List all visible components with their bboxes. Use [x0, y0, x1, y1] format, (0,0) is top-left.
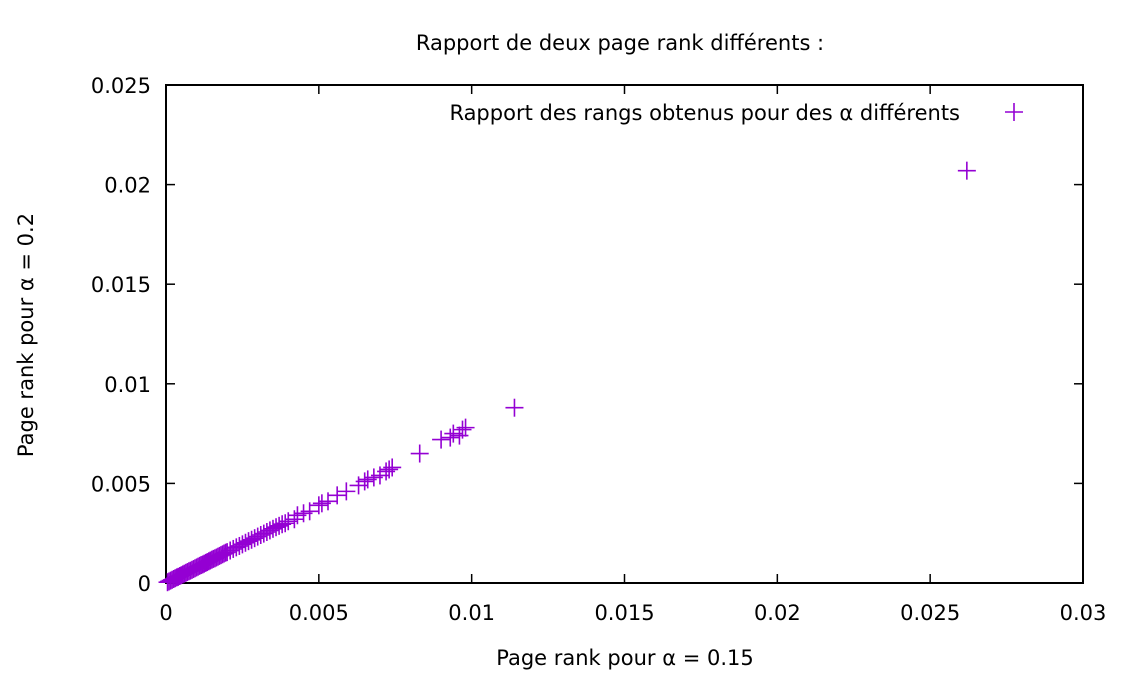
x-tick-label: 0.015 — [594, 601, 654, 625]
y-tick-label: 0.015 — [91, 273, 151, 297]
data-point — [410, 444, 429, 463]
y-tick-label: 0.02 — [104, 174, 151, 198]
legend: Rapport des rangs obtenus pour des α dif… — [449, 101, 1023, 125]
data-point — [300, 502, 319, 521]
y-tick-label: 0 — [138, 572, 151, 596]
data-point — [456, 418, 475, 437]
legend-entry-label: Rapport des rangs obtenus pour des α dif… — [449, 101, 960, 125]
data-point — [383, 458, 402, 477]
legend-marker — [1005, 103, 1023, 121]
y-tick-label: 0.005 — [91, 472, 151, 496]
x-tick-label: 0.01 — [448, 601, 495, 625]
chart-title: Rapport de deux page rank différents : — [416, 31, 824, 55]
x-tick-label: 0.02 — [754, 601, 801, 625]
data-point — [957, 161, 976, 180]
data-point — [355, 472, 374, 491]
data-point — [453, 420, 472, 439]
data-point — [285, 510, 304, 529]
y-tick-label: 0.025 — [91, 74, 151, 98]
x-axis-title: Page rank pour α = 0.15 — [496, 646, 754, 670]
data-point — [432, 430, 451, 449]
y-tick-label: 0.01 — [104, 373, 151, 397]
data-point — [319, 492, 338, 511]
x-tick-label: 0 — [159, 601, 172, 625]
x-tick-label: 0.025 — [900, 601, 960, 625]
data-point — [441, 428, 460, 447]
y-axis: 0 0.005 0.01 0.015 0.02 0.025 — [91, 74, 1083, 596]
data-point — [328, 486, 347, 505]
data-point — [505, 398, 524, 417]
data-points — [158, 161, 976, 592]
x-tick-label: 0.005 — [289, 601, 349, 625]
x-tick-label: 0.03 — [1060, 601, 1107, 625]
data-point — [380, 460, 399, 479]
y-axis-title: Page rank pour α = 0.2 — [14, 213, 38, 457]
data-point — [309, 496, 328, 515]
legend-marker-plus — [1005, 103, 1023, 121]
x-axis: 0 0.005 0.01 0.015 0.02 0.025 0.03 — [159, 85, 1106, 625]
data-point — [337, 482, 356, 501]
data-point — [276, 514, 295, 533]
